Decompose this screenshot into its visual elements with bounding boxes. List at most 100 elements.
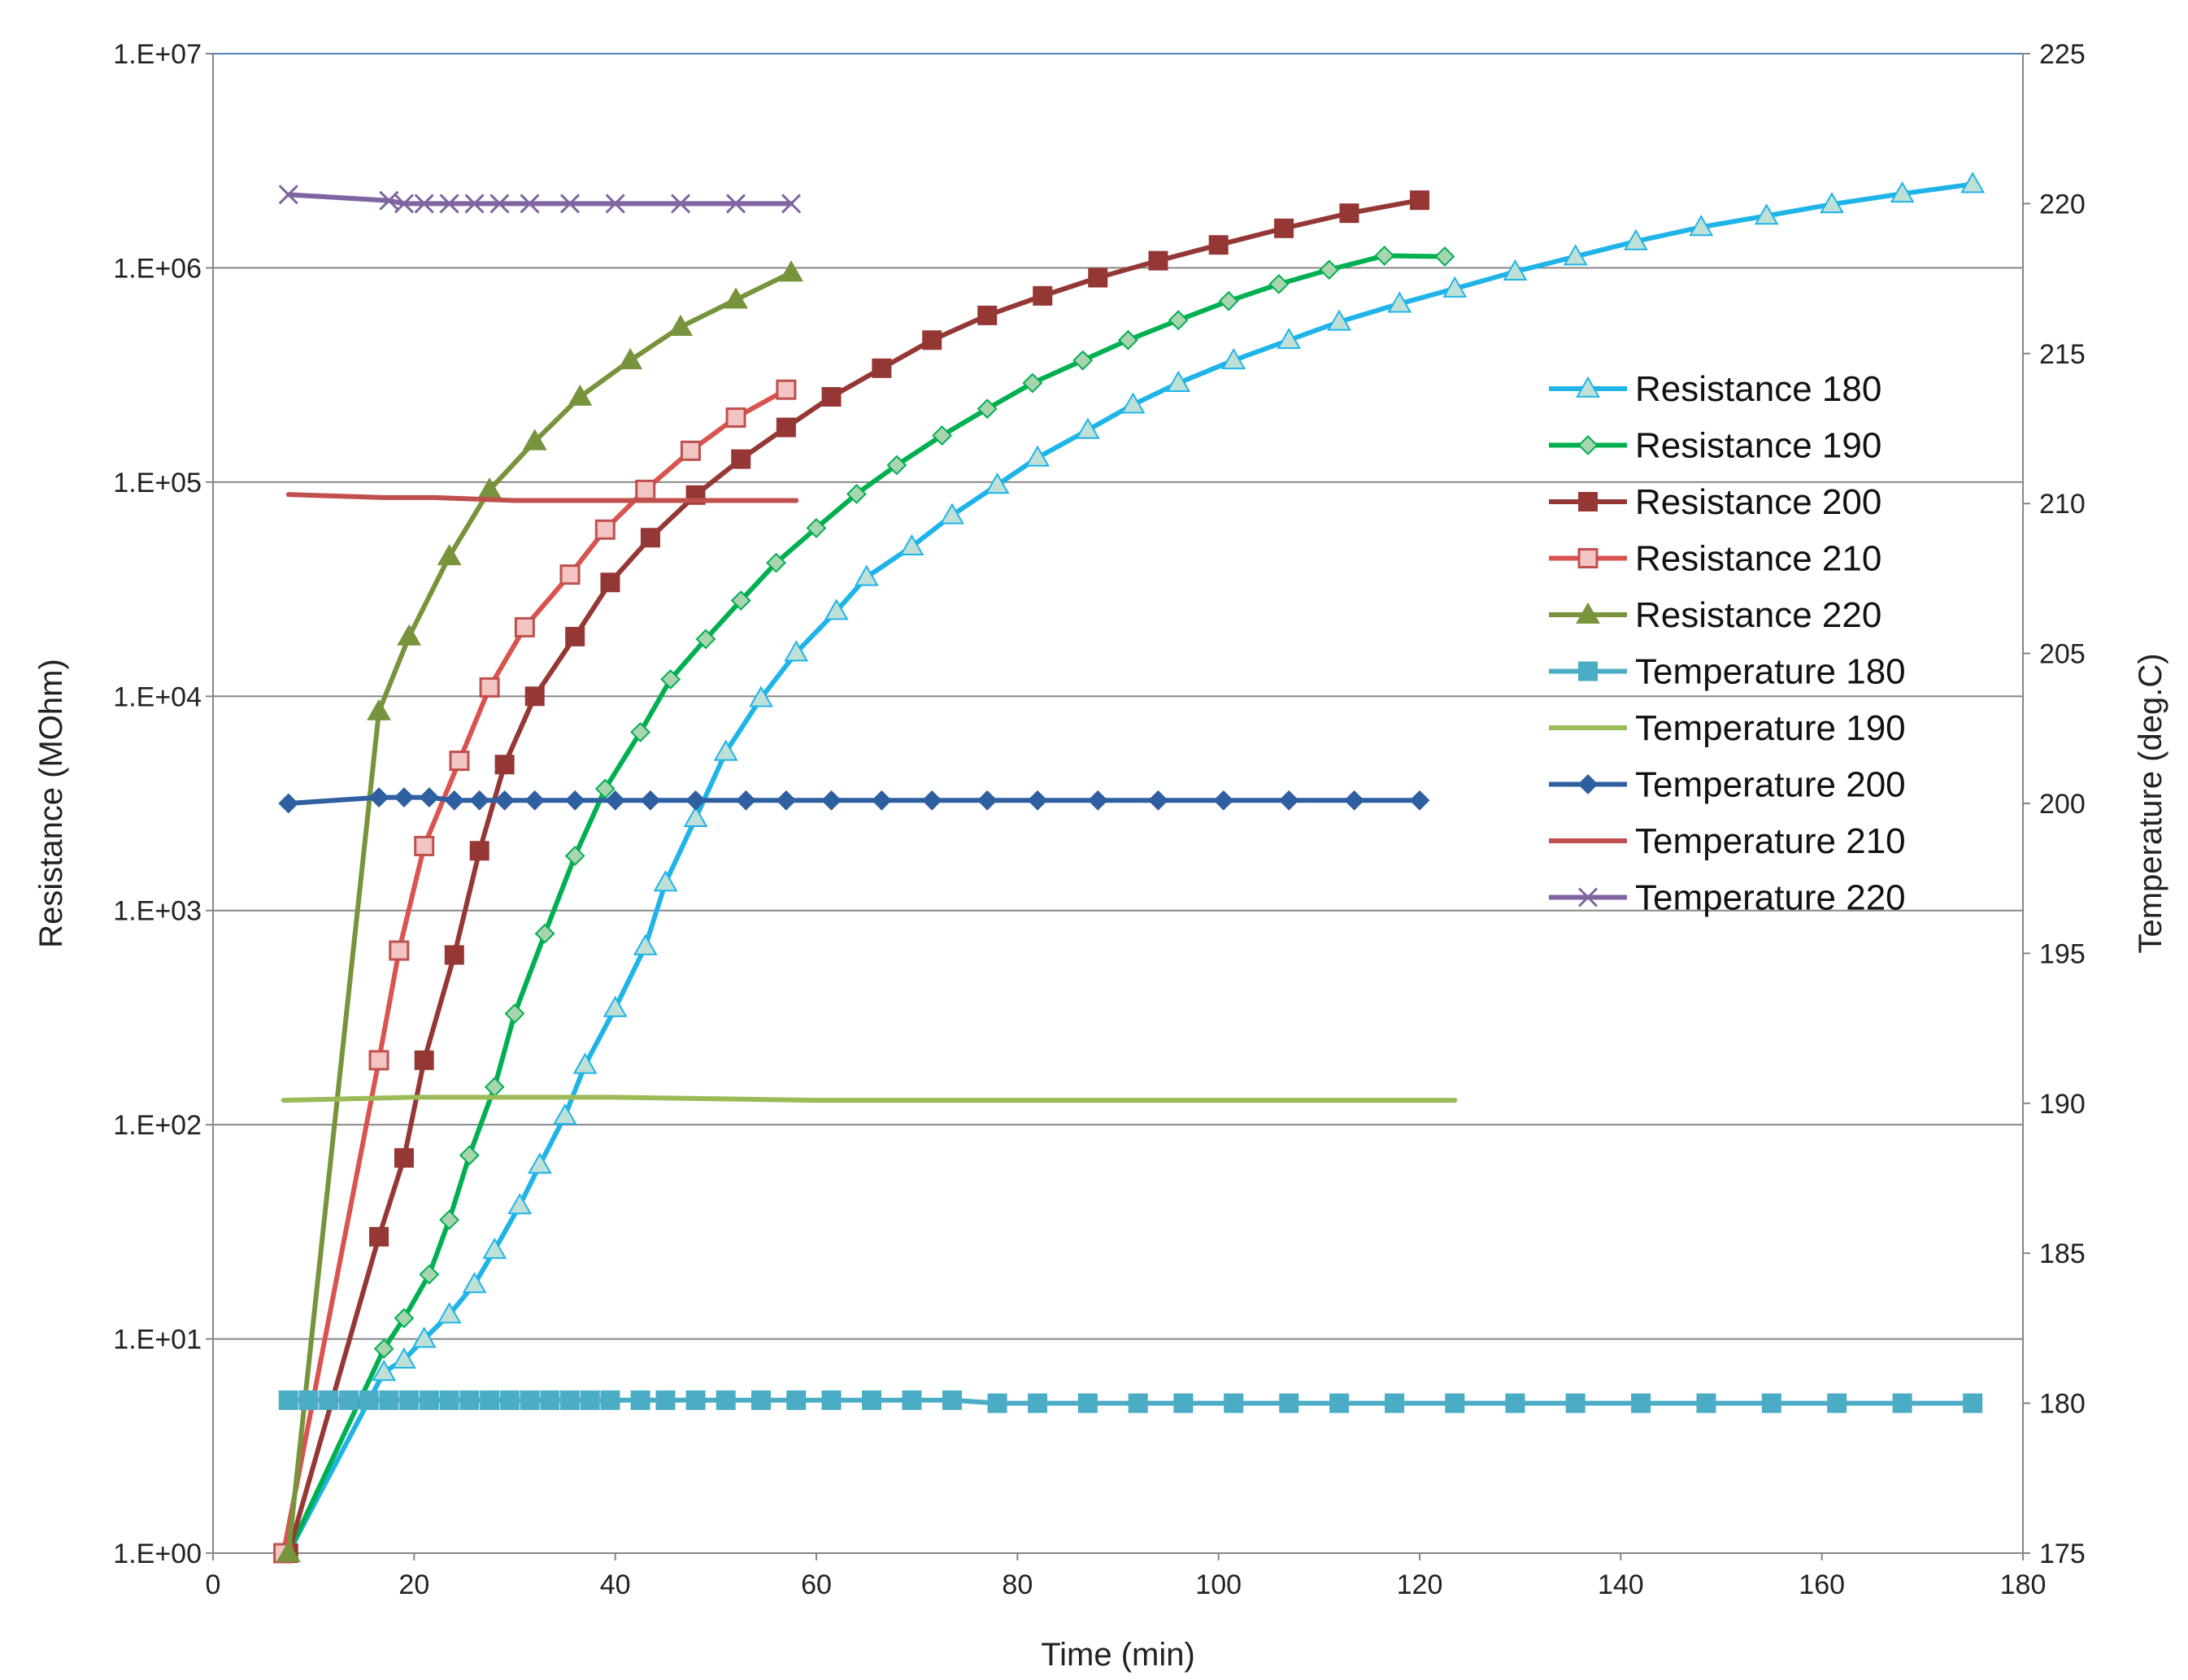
series-line-resistance-180: [285, 181, 1976, 1556]
data-point-temperature-180: [399, 1390, 420, 1410]
data-point-resistance-200: [600, 572, 620, 593]
data-point-temperature-200: [1344, 790, 1365, 811]
data-point-resistance-190: [660, 669, 681, 690]
data-point-resistance-180: [1327, 309, 1351, 331]
y-tick-label: 1.E+01: [113, 1325, 202, 1356]
data-point-resistance-210: [725, 407, 746, 429]
x-tick-label: 0: [206, 1569, 221, 1600]
data-point-temperature-200: [821, 790, 842, 811]
data-point-resistance-190: [695, 629, 716, 650]
data-point-temperature-180: [1892, 1393, 1912, 1413]
series-temperature-190: [281, 1095, 1458, 1103]
x-tick-label: 80: [1002, 1569, 1033, 1600]
data-point-temperature-220: [464, 194, 485, 214]
data-point-resistance-180: [1442, 276, 1468, 298]
data-point-resistance-200: [922, 330, 942, 350]
y2-tick-label: 190: [2039, 1089, 2086, 1120]
data-point-temperature-200: [368, 787, 389, 808]
data-point-resistance-200: [444, 945, 464, 965]
marker-stroke: [520, 194, 540, 214]
data-point-resistance-190: [932, 425, 952, 446]
data-point-resistance-200: [1148, 250, 1168, 271]
data-point-resistance-210: [389, 940, 410, 961]
series-temperature-210: [285, 492, 799, 503]
data-point-resistance-190: [534, 923, 555, 944]
series-line-temperature-190: [281, 1095, 1458, 1103]
data-point-temperature-200: [871, 790, 892, 811]
data-point-temperature-180: [1963, 1393, 1983, 1413]
data-point-resistance-220: [397, 624, 422, 646]
marker-stroke: [559, 194, 581, 214]
data-point-resistance-220: [568, 384, 593, 406]
data-point-resistance-190: [806, 517, 827, 538]
data-point-temperature-200: [1409, 790, 1430, 811]
data-point-resistance-220: [367, 699, 391, 720]
legend-item-temperature-200: Temperature 200: [1549, 765, 1906, 805]
x-tick-label: 100: [1195, 1569, 1242, 1600]
data-point-temperature-180: [278, 1390, 298, 1410]
data-point-temperature-220: [781, 194, 802, 214]
data-point-resistance-220: [618, 347, 643, 370]
marker-stroke: [379, 190, 399, 211]
data-point-resistance-220: [276, 1540, 301, 1562]
y2-tick-label: 205: [2039, 639, 2086, 670]
series-line-resistance-190: [285, 253, 1447, 1556]
data-point-resistance-210: [680, 440, 701, 461]
data-point-temperature-220: [726, 194, 746, 214]
data-point-resistance-190: [846, 484, 867, 504]
data-point-resistance-210: [414, 835, 435, 856]
data-point-temperature-220: [670, 194, 691, 214]
data-point-resistance-200: [731, 449, 751, 469]
legend-swatch-marker: [1577, 887, 1599, 907]
data-point-resistance-190: [886, 455, 907, 476]
data-point-resistance-220: [668, 314, 693, 336]
data-point-temperature-180: [655, 1390, 676, 1410]
data-point-temperature-180: [338, 1390, 359, 1410]
data-point-temperature-220: [559, 194, 581, 214]
data-point-resistance-180: [1025, 445, 1050, 467]
legend-label: Resistance 190: [1635, 426, 1881, 466]
data-point-resistance-180: [372, 1360, 397, 1382]
data-point-temperature-200: [736, 790, 756, 811]
series-temperature-200: [278, 787, 1430, 814]
data-point-resistance-190: [564, 846, 585, 866]
legend-swatch-marker: [1576, 376, 1600, 398]
data-point-resistance-180: [713, 739, 738, 761]
data-point-temperature-180: [902, 1390, 922, 1410]
data-point-resistance-210: [594, 519, 616, 540]
series-temperature-220: [278, 185, 802, 214]
legend-label: Temperature 220: [1635, 878, 1906, 918]
data-point-temperature-180: [520, 1390, 540, 1410]
y2-axis-title: Temperature (deg.C): [2133, 653, 2168, 953]
data-point-resistance-180: [1277, 328, 1302, 350]
data-point-resistance-200: [776, 417, 796, 437]
data-point-resistance-190: [1022, 372, 1043, 394]
data-point-resistance-210: [559, 564, 581, 585]
marker-stroke: [394, 194, 415, 214]
data-point-temperature-180: [1505, 1393, 1525, 1413]
data-point-temperature-180: [1827, 1393, 1847, 1413]
y-tick-label: 1.E+03: [113, 896, 202, 927]
marker-stroke: [1577, 887, 1599, 907]
data-point-temperature-180: [319, 1390, 339, 1410]
data-point-resistance-180: [1689, 215, 1714, 237]
data-point-resistance-200: [369, 1226, 389, 1247]
data-point-resistance-180: [1075, 417, 1100, 439]
data-point-temperature-180: [1128, 1393, 1148, 1413]
data-point-resistance-180: [1503, 259, 1528, 281]
marker-stroke: [414, 194, 434, 214]
data-point-temperature-180: [942, 1390, 962, 1410]
data-point-temperature-220: [489, 194, 510, 214]
data-point-temperature-180: [1565, 1393, 1586, 1413]
legend: Resistance 180 Resistance 190 Resistance 2…: [1549, 369, 1906, 918]
marker-stroke: [605, 194, 625, 214]
marker-stroke: [781, 194, 802, 214]
y-tick-label: 1.E+02: [113, 1110, 202, 1141]
legend-item-temperature-220: Temperature 220: [1549, 878, 1906, 918]
legend-label: Temperature 180: [1635, 652, 1906, 692]
data-point-temperature-180: [459, 1390, 480, 1410]
data-point-resistance-180: [437, 1302, 462, 1324]
y2-tick-label: 225: [2039, 39, 2086, 70]
y2-tick-label: 195: [2039, 938, 2086, 969]
data-point-resistance-180: [824, 598, 849, 620]
